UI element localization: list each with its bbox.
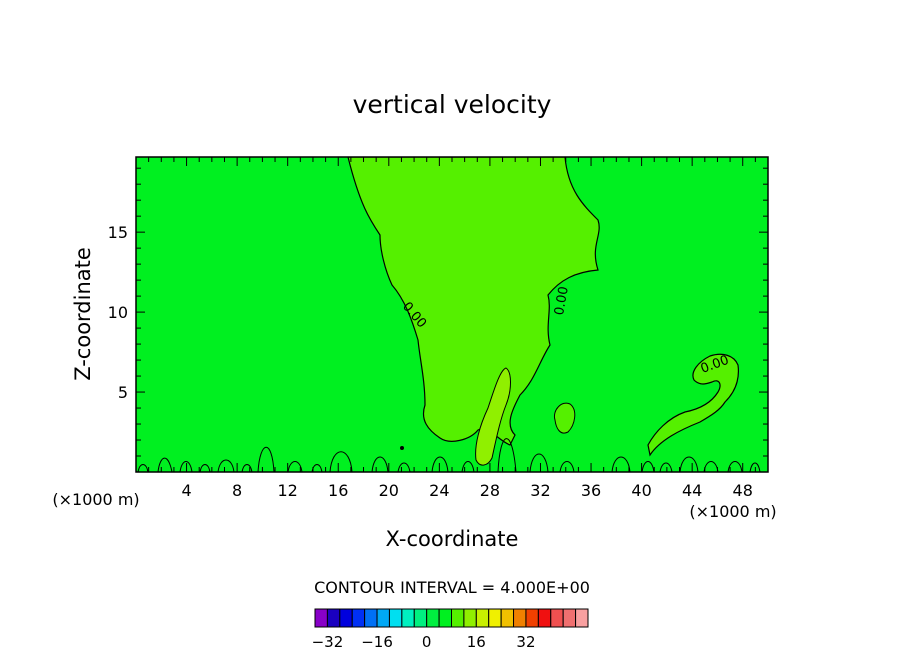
colorbar-swatch — [463, 608, 477, 628]
colorbar-swatch — [351, 608, 366, 628]
colorbar-swatch — [376, 608, 390, 628]
colorbar-swatch — [401, 608, 415, 628]
x-unit-label-right: (×1000 m) — [689, 502, 776, 521]
colorbar-swatch — [488, 608, 502, 628]
x-tick-label: 44 — [682, 481, 702, 500]
colorbar-swatch — [413, 608, 428, 628]
x-tick-label: 8 — [232, 481, 242, 500]
colorbar-tick-label: −16 — [361, 633, 393, 651]
x-tick-label: 48 — [733, 481, 753, 500]
x-tick-label: 36 — [581, 481, 601, 500]
colorbar-swatch — [550, 608, 564, 628]
small-dot — [400, 446, 404, 450]
colorbar-ticks: −32 −16 0 16 32 — [312, 633, 536, 651]
colorbar-swatch — [475, 608, 490, 628]
colorbar-swatch — [562, 608, 577, 628]
colorbar-swatch — [314, 608, 328, 628]
colorbar-swatch — [388, 608, 403, 628]
colorbar-swatch — [575, 608, 589, 628]
colorbar-swatch — [451, 608, 465, 628]
colorbar-swatch — [438, 608, 453, 628]
x-tick-label: 28 — [480, 481, 500, 500]
contour-interval-label: CONTOUR INTERVAL = 4.000E+00 — [314, 578, 590, 597]
y-axis: 5 10 15 — [108, 167, 768, 457]
small-cell-fill — [553, 402, 576, 434]
ground-cells — [137, 438, 761, 472]
colorbar-swatch — [426, 608, 440, 628]
colorbar-swatch — [326, 608, 341, 628]
colorbar — [314, 608, 589, 628]
y-tick-label: 5 — [118, 383, 128, 402]
colorbar-tick-label: −32 — [312, 633, 344, 651]
x-tick-label: 12 — [278, 481, 298, 500]
colorbar-swatch — [525, 608, 539, 628]
colorbar-tick-label: 16 — [467, 633, 486, 651]
x-tick-label: 16 — [328, 481, 348, 500]
colorbar-swatch — [339, 608, 353, 628]
colorbar-swatch — [537, 608, 552, 628]
x-tick-label: 40 — [631, 481, 651, 500]
colorbar-swatch — [513, 608, 527, 628]
y-axis-title: Z-coordinate — [71, 247, 95, 381]
chart-title: vertical velocity — [353, 90, 552, 119]
contour-label: 0.00 — [552, 285, 572, 316]
colorbar-swatch — [364, 608, 378, 628]
x-tick-label: 24 — [429, 481, 449, 500]
x-axis-title: X-coordinate — [386, 527, 519, 551]
colorbar-tick-label: 0 — [422, 633, 432, 651]
updraft-core-fill — [475, 367, 511, 466]
y-tick-label: 15 — [108, 223, 128, 242]
x-tick-label: 20 — [379, 481, 399, 500]
x-tick-label: 4 — [181, 481, 191, 500]
x-axis: 4 8 12 16 20 24 28 32 36 40 44 48 — [148, 157, 756, 500]
y-tick-label: 10 — [108, 303, 128, 322]
x-unit-label-left: (×1000 m) — [52, 490, 139, 509]
right-lobe-fill — [647, 353, 740, 457]
x-tick-label: 32 — [530, 481, 550, 500]
colorbar-swatch — [500, 608, 515, 628]
plot-area — [136, 157, 768, 472]
colorbar-tick-label: 32 — [516, 633, 535, 651]
